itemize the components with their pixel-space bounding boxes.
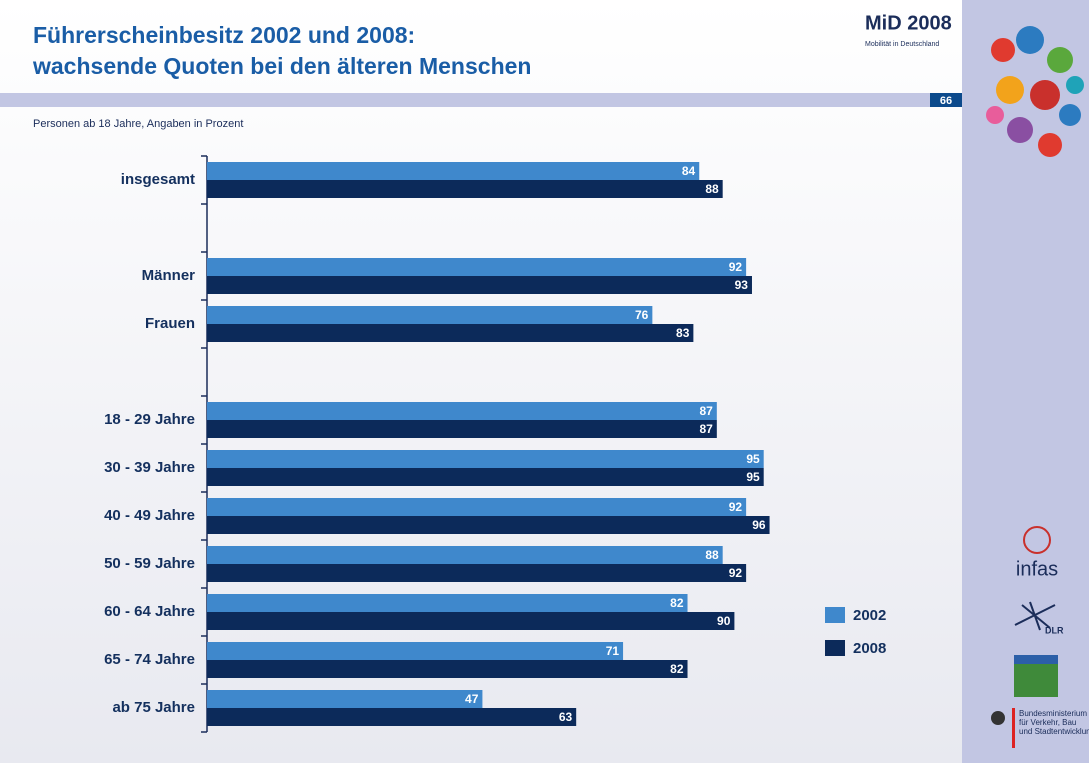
bar [207, 258, 746, 276]
chart-subtitle: Personen ab 18 Jahre, Angaben in Prozent [33, 118, 243, 130]
category-label: Männer [142, 267, 196, 284]
category-label: Frauen [145, 315, 195, 332]
bar [207, 306, 652, 324]
value-label: 84 [682, 164, 696, 178]
category-label: 40 - 49 Jahre [104, 507, 195, 524]
category-label: 65 - 74 Jahre [104, 651, 195, 668]
category-label: 30 - 39 Jahre [104, 459, 195, 476]
flag-stripe [1012, 708, 1015, 748]
title-line: Führerscheinbesitz 2002 und 2008: [33, 22, 415, 48]
value-label: 82 [670, 662, 684, 676]
value-label: 87 [699, 422, 713, 436]
bar [207, 564, 746, 582]
legend-swatch [825, 640, 845, 656]
category-label: ab 75 Jahre [112, 699, 195, 716]
bar [207, 402, 717, 420]
ministry-text: Bundesministerium [1019, 709, 1087, 718]
value-label: 82 [670, 596, 684, 610]
value-label: 88 [705, 548, 719, 562]
bar [207, 468, 764, 486]
logo-subtitle: Mobilität in Deutschland [865, 41, 939, 48]
value-label: 90 [717, 614, 731, 628]
bar [207, 516, 770, 534]
ministry-text: und Stadtentwicklung [1019, 727, 1089, 736]
legend-swatch [825, 607, 845, 623]
page-number: 66 [940, 95, 952, 107]
mobility-logo-band [1014, 655, 1058, 664]
bar [207, 450, 764, 468]
category-label: 18 - 29 Jahre [104, 411, 195, 428]
bar [207, 162, 699, 180]
dlr-logo: DLR [1045, 625, 1064, 635]
eagle-icon [991, 711, 1005, 725]
category-label: insgesamt [121, 171, 195, 188]
bar [207, 498, 746, 516]
bar [207, 420, 717, 438]
bar [207, 612, 734, 630]
value-label: 83 [676, 326, 690, 340]
value-label: 71 [606, 644, 620, 658]
category-label: 60 - 64 Jahre [104, 603, 195, 620]
bar [207, 660, 688, 678]
value-label: 95 [746, 452, 760, 466]
category-label: 50 - 59 Jahre [104, 555, 195, 572]
value-label: 93 [735, 278, 749, 292]
value-label: 87 [699, 404, 713, 418]
value-label: 88 [705, 182, 719, 196]
legend-label: 2008 [853, 640, 886, 657]
bar [207, 708, 576, 726]
logo: MiD 2008 [865, 12, 952, 34]
bar [207, 690, 482, 708]
value-label: 47 [465, 692, 479, 706]
infas-logo: infas [1016, 558, 1058, 580]
ministry-text: für Verkehr, Bau [1019, 718, 1076, 727]
title-line: wachsende Quoten bei den älteren Mensche… [32, 53, 531, 79]
bar [207, 180, 723, 198]
value-label: 76 [635, 308, 649, 322]
bar [207, 594, 688, 612]
slide: 66 Führerscheinbesitz 2002 und 2008: wac… [0, 0, 1089, 763]
value-label: 92 [729, 566, 743, 580]
value-label: 95 [746, 470, 760, 484]
header-band [0, 93, 962, 107]
value-label: 63 [559, 710, 573, 724]
bar [207, 276, 752, 294]
value-label: 92 [729, 500, 743, 514]
bar [207, 642, 623, 660]
bar [207, 546, 723, 564]
value-label: 96 [752, 518, 766, 532]
legend-label: 2002 [853, 607, 886, 624]
value-label: 92 [729, 260, 743, 274]
bar [207, 324, 693, 342]
